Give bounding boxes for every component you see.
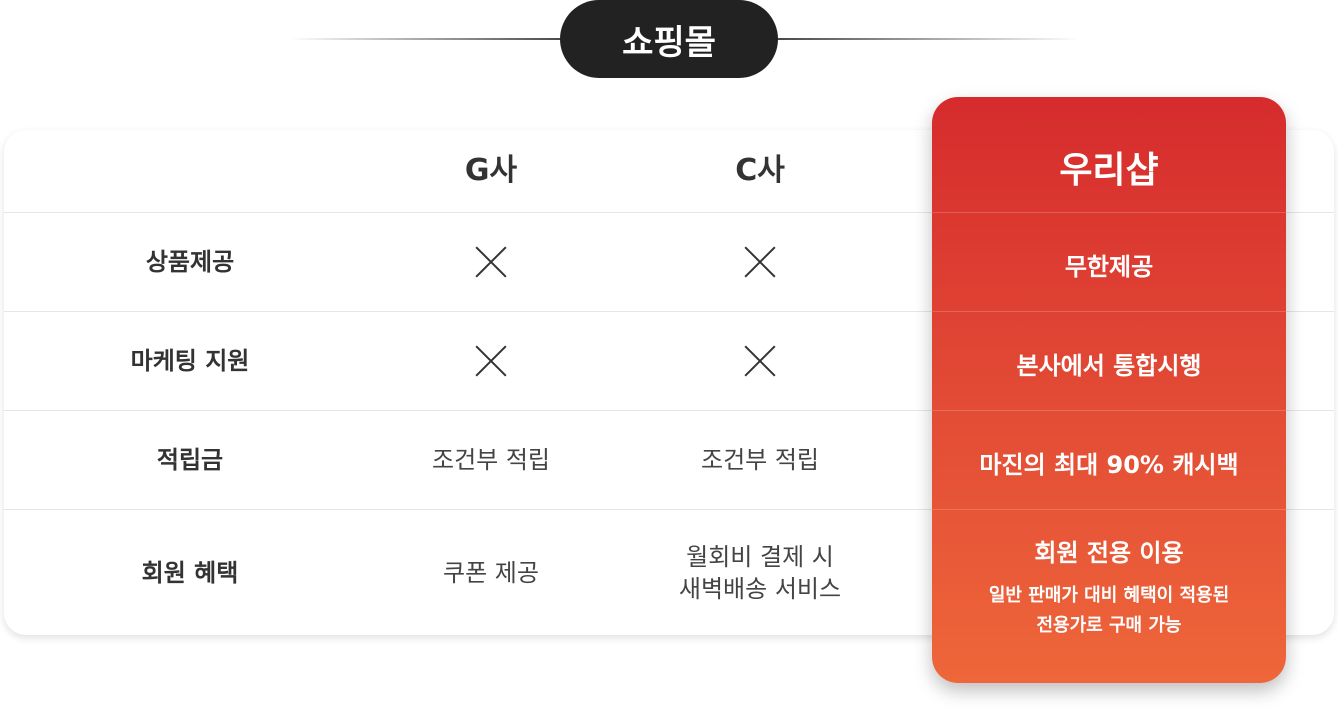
x-icon	[745, 346, 775, 376]
header-g: G사	[464, 153, 518, 188]
divider	[932, 311, 1286, 312]
title-divider-left	[290, 38, 570, 40]
row-label: 적립금	[156, 446, 224, 474]
x-icon	[476, 247, 506, 277]
our-shop-column: 우리샵 무한제공 본사에서 통합시행 마진의 최대 90% 캐시백 회원 전용 …	[932, 97, 1286, 683]
table-row: 마케팅 지원	[4, 311, 1334, 410]
x-icon	[745, 247, 775, 277]
c-value: 조건부 적립	[700, 446, 820, 474]
table-row: 적립금 조건부 적립 조건부 적립	[4, 410, 1334, 509]
ours-subtext: 전용가로 구매 가능	[1036, 615, 1182, 636]
c-value: 월회비 결제 시 새벽배송 서비스	[678, 543, 842, 603]
divider	[932, 509, 1286, 510]
row-label: 상품제공	[145, 248, 235, 276]
ours-subtext: 일반 판매가 대비 혜택이 적용된	[988, 585, 1230, 606]
ours-value: 마진의 최대 90% 캐시백	[979, 451, 1239, 479]
header-ours: 우리샵	[1059, 150, 1159, 191]
section-title: 쇼핑몰	[560, 0, 778, 78]
g-value: 쿠폰 제공	[443, 559, 539, 587]
table-row: 회원 혜택 쿠폰 제공 월회비 결제 시 새벽배송 서비스	[4, 509, 1334, 636]
table-header: G사 C사	[4, 130, 1334, 212]
g-value: 조건부 적립	[431, 446, 551, 474]
table-row: 상품제공	[4, 212, 1334, 311]
ours-value: 무한제공	[1064, 253, 1154, 281]
title-divider-right	[770, 38, 1080, 40]
x-icon	[476, 346, 506, 376]
row-label: 회원 혜택	[141, 559, 239, 587]
header-c: C사	[735, 153, 785, 188]
divider	[932, 212, 1286, 213]
ours-value: 회원 전용 이용	[1034, 539, 1184, 567]
ours-value: 본사에서 통합시행	[1016, 352, 1202, 380]
divider	[932, 410, 1286, 411]
row-label: 마케팅 지원	[130, 347, 250, 375]
